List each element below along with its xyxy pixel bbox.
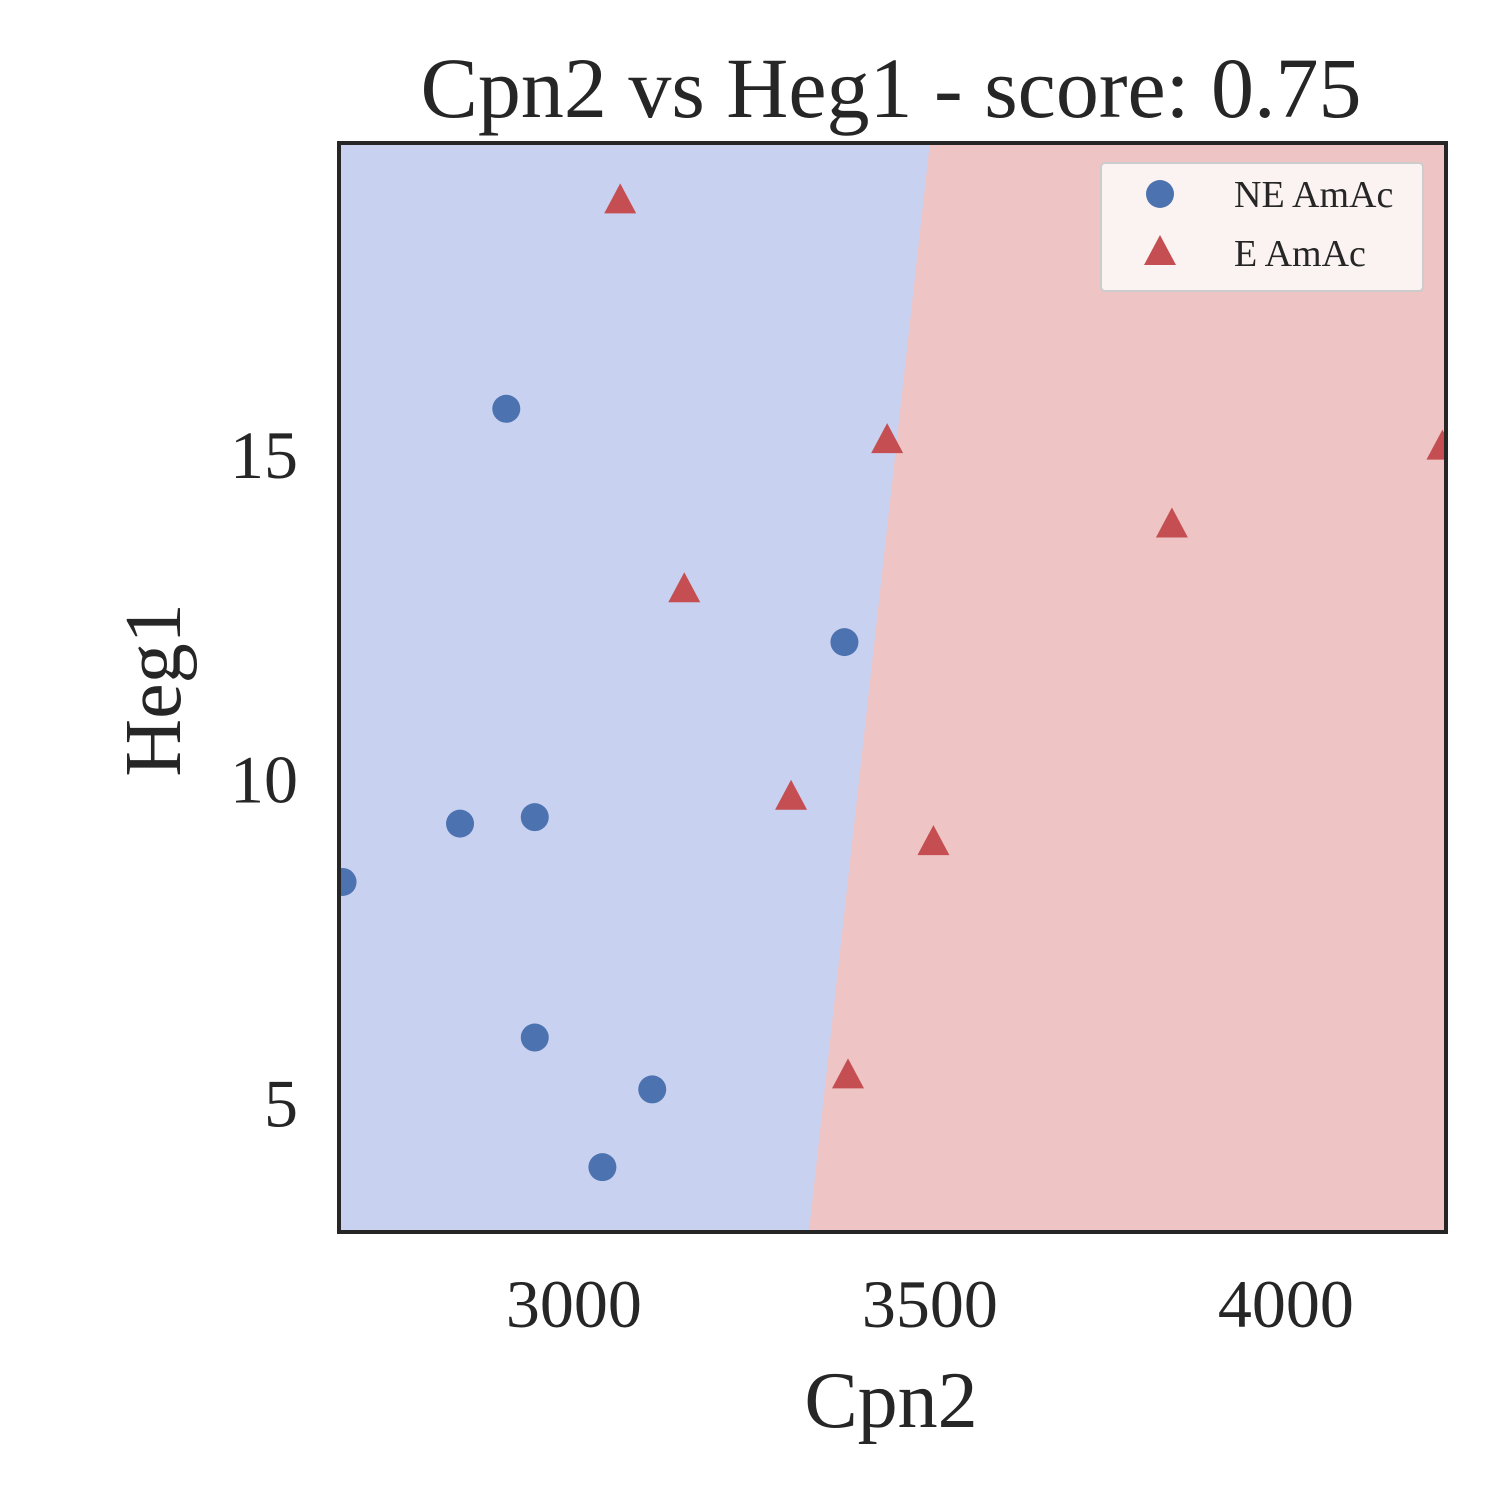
point-e-amac-5 xyxy=(871,423,904,454)
y-tick-label-15: 15 xyxy=(230,417,298,493)
point-ne-amac-1 xyxy=(339,867,357,896)
plot-frame xyxy=(337,141,1448,1234)
x-axis-label: Cpn2 xyxy=(804,1357,977,1445)
legend-box xyxy=(1100,162,1424,292)
point-ne-amac-5 xyxy=(520,1023,549,1052)
legend-label-ne-amac: NE AmAc xyxy=(1234,174,1393,216)
point-e-amac-2 xyxy=(668,572,701,603)
x-tick-label-3500: 3500 xyxy=(862,1266,998,1342)
point-e-amac-8 xyxy=(1426,429,1446,460)
point-e-amac-6 xyxy=(917,825,950,856)
x-tick-label-3000: 3000 xyxy=(506,1266,642,1342)
decision-region-right xyxy=(808,143,1446,1232)
point-ne-amac-7 xyxy=(638,1075,667,1104)
y-axis-ticks: 5 10 15 xyxy=(230,417,298,1141)
plot-area xyxy=(337,141,1448,1234)
point-ne-amac-3 xyxy=(492,394,521,423)
y-tick-label-5: 5 xyxy=(264,1065,298,1141)
point-ne-amac-2 xyxy=(446,809,475,838)
y-tick-label-10: 10 xyxy=(230,741,298,817)
legend-marker-e-amac xyxy=(1144,235,1176,265)
point-ne-amac-4 xyxy=(520,803,549,832)
data-points xyxy=(339,183,1446,1182)
legend-marker-ne-amac xyxy=(1146,180,1174,208)
point-ne-amac-6 xyxy=(588,1153,617,1182)
legend: NE AmAc E AmAc xyxy=(1100,162,1424,292)
point-ne-amac-8 xyxy=(830,628,859,657)
x-tick-label-4000: 4000 xyxy=(1218,1266,1354,1342)
point-e-amac-7 xyxy=(1155,507,1188,538)
legend-label-e-amac: E AmAc xyxy=(1234,233,1366,275)
chart-title: Cpn2 vs Heg1 - score: 0.75 xyxy=(420,40,1361,136)
x-axis-ticks: 3000 3500 4000 xyxy=(506,1266,1354,1342)
point-e-amac-1 xyxy=(604,183,637,214)
point-e-amac-3 xyxy=(775,779,808,810)
point-e-amac-4 xyxy=(832,1058,865,1089)
y-axis-label: Heg1 xyxy=(110,603,198,776)
